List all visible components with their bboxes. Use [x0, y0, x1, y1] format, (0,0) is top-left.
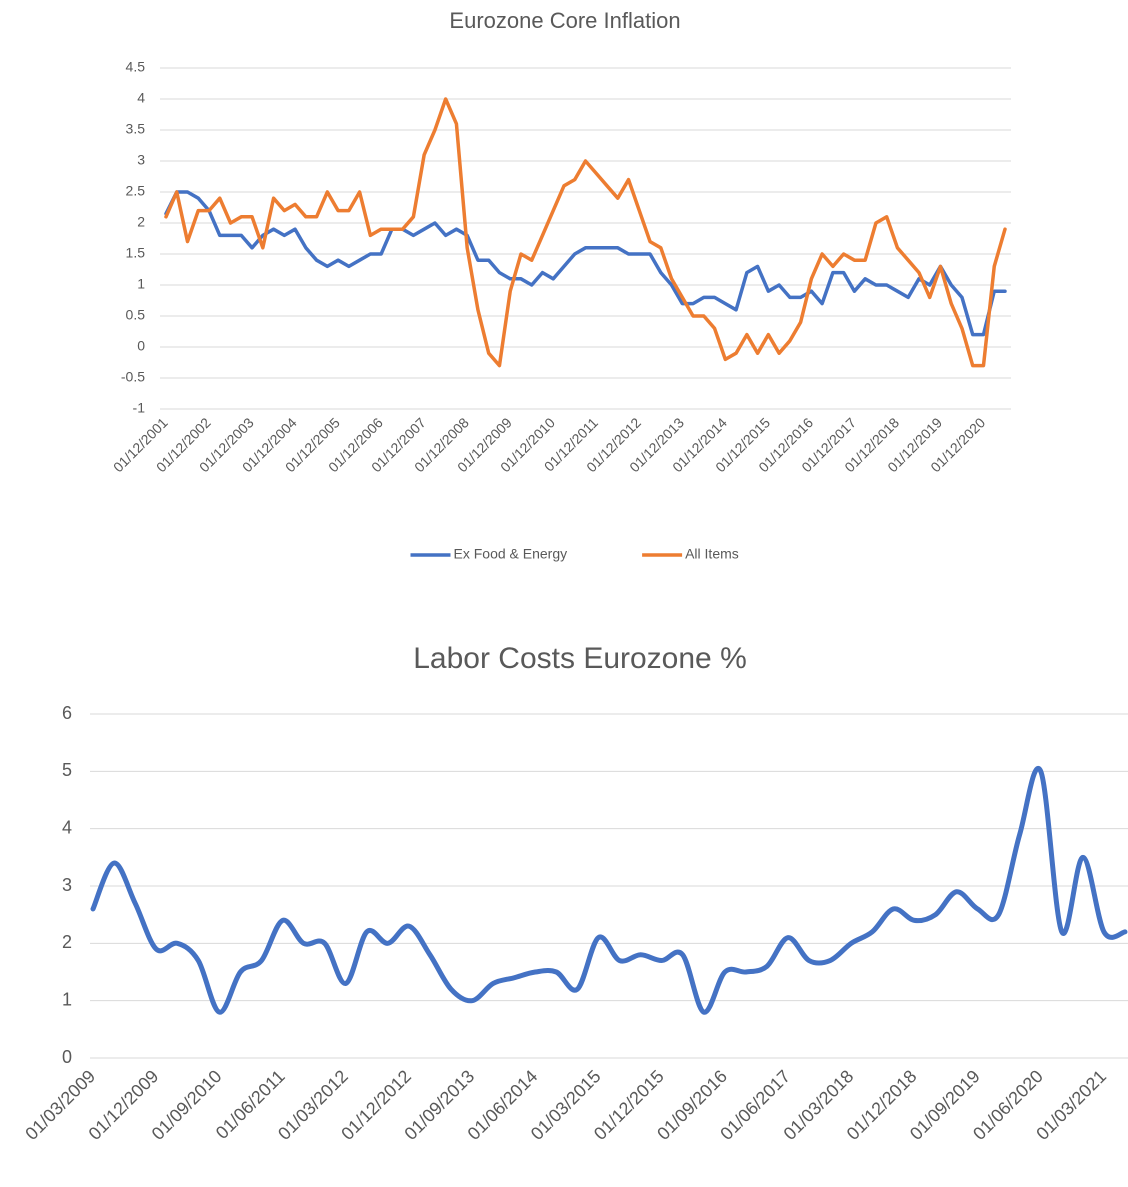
y-tick-label: 1: [62, 989, 72, 1009]
y-tick-label: 4.5: [126, 59, 146, 75]
data-line: [164, 97, 1007, 368]
y-tick-label: -1: [133, 400, 146, 416]
chart-title: Labor Costs Eurozone %: [413, 642, 747, 675]
chart-title: Eurozone Core Inflation: [449, 8, 680, 33]
y-tick-label: 0: [137, 338, 145, 354]
legend-label: All Items: [685, 546, 739, 562]
legend-label: Ex Food & Energy: [454, 546, 568, 562]
y-tick-label: 1.5: [126, 245, 146, 261]
y-tick-label: 6: [62, 703, 72, 723]
y-tick-label: 4: [137, 90, 145, 106]
y-tick-label: 3: [137, 152, 145, 168]
data-line: [164, 190, 1007, 337]
y-tick-label: 3.5: [126, 121, 146, 137]
y-tick-label: 0: [62, 1047, 72, 1067]
y-tick-label: 5: [62, 760, 72, 780]
y-tick-label: 0.5: [126, 307, 146, 323]
y-tick-label: -0.5: [121, 369, 145, 385]
y-tick-label: 1: [137, 276, 145, 292]
y-tick-label: 2.5: [126, 183, 146, 199]
y-tick-label: 2: [137, 214, 145, 230]
y-tick-label: 4: [62, 817, 72, 837]
data-line: [90, 766, 1128, 1015]
y-tick-label: 3: [62, 875, 72, 895]
y-tick-label: 2: [62, 932, 72, 952]
